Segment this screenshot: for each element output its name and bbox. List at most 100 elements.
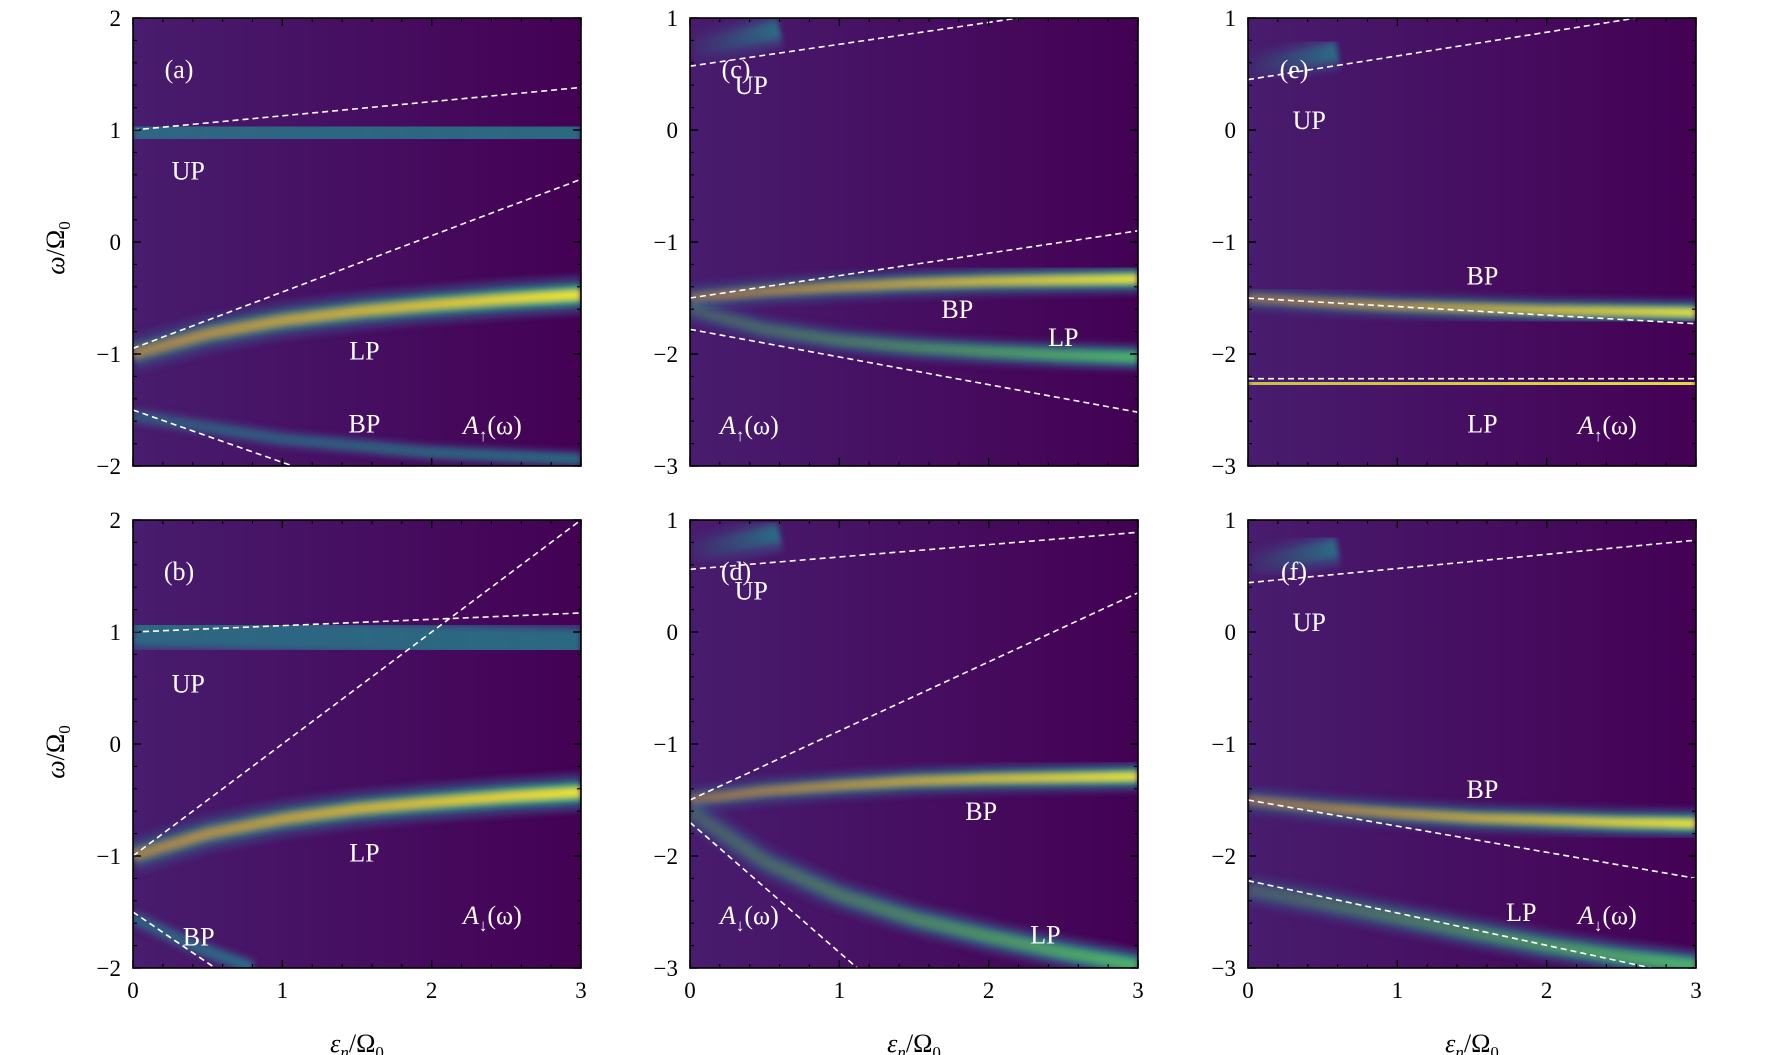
band-label-up: UP bbox=[172, 156, 205, 185]
band-label-lp: LP bbox=[349, 337, 379, 366]
band-lp bbox=[690, 295, 1138, 372]
panel-d: UP BP LP (d) A↓(ω) 0 1 2 3 1 0 −1 −2 −3 bbox=[654, 508, 1144, 1003]
y-tick-label: 2 bbox=[110, 508, 122, 533]
guide-line bbox=[133, 409, 294, 466]
y-tick-label: 1 bbox=[1225, 6, 1237, 31]
guide-line bbox=[133, 612, 581, 633]
band-lp bbox=[1248, 873, 1696, 968]
x-tick-label: 1 bbox=[1392, 978, 1404, 1003]
y-tick-label: −2 bbox=[654, 342, 678, 367]
band-up bbox=[133, 105, 581, 161]
band-label-bp: BP bbox=[941, 295, 973, 324]
y-tick-label: −1 bbox=[654, 732, 678, 757]
y-tick-label: −2 bbox=[97, 454, 121, 479]
y-tick-label: 0 bbox=[110, 732, 122, 757]
y-tick-label: 1 bbox=[667, 6, 679, 31]
y-tick-label: −3 bbox=[1212, 956, 1236, 981]
y-tick-label: 1 bbox=[110, 118, 122, 143]
band-label-up: UP bbox=[172, 670, 205, 699]
x-tick-label: 1 bbox=[277, 978, 289, 1003]
panel-label: (b) bbox=[164, 557, 194, 586]
band-up bbox=[1248, 33, 1341, 87]
guide-line bbox=[690, 18, 1019, 67]
band-label-lp: LP bbox=[1048, 323, 1078, 352]
y-tick-label: 1 bbox=[667, 508, 679, 533]
band-label-lp: LP bbox=[1030, 920, 1060, 949]
spectral-function-label: A↓(ω) bbox=[1576, 901, 1637, 935]
y-tick-label: −1 bbox=[654, 230, 678, 255]
x-tick-label: 3 bbox=[1690, 978, 1702, 1003]
x-tick-label: 0 bbox=[127, 978, 139, 1003]
band-bp bbox=[133, 909, 256, 968]
guide-line bbox=[1248, 297, 1696, 325]
y-tick-label: 2 bbox=[110, 6, 122, 31]
x-tick-label: 0 bbox=[1242, 978, 1254, 1003]
band-bp bbox=[133, 406, 581, 466]
band-label-up: UP bbox=[1293, 608, 1326, 637]
guide-line bbox=[1248, 799, 1696, 880]
band-lp bbox=[690, 797, 1138, 968]
x-tick-label: 3 bbox=[1132, 978, 1144, 1003]
y-tick-label: −3 bbox=[654, 956, 678, 981]
y-tick-label: 0 bbox=[667, 118, 679, 143]
y-tick-label: −1 bbox=[97, 844, 121, 869]
xlabel-col2: εn/Ω0 bbox=[887, 1029, 941, 1055]
x-tick-label: 0 bbox=[684, 978, 696, 1003]
y-tick-label: 0 bbox=[667, 620, 679, 645]
band-bp bbox=[690, 263, 1138, 314]
panel-label: (f) bbox=[1281, 557, 1307, 586]
ylabel-top: ω/Ω0 bbox=[41, 221, 74, 274]
heatmap-background bbox=[133, 520, 581, 968]
xlabel-col1: εn/Ω0 bbox=[330, 1029, 384, 1055]
band-label-bp: BP bbox=[349, 409, 381, 438]
guide-line bbox=[690, 230, 1138, 299]
guide-line bbox=[690, 821, 858, 968]
band-up bbox=[690, 18, 784, 67]
band-bp bbox=[1248, 784, 1696, 839]
guide-line bbox=[133, 86, 581, 131]
band-lp bbox=[133, 772, 581, 875]
guide-line bbox=[690, 531, 1138, 571]
panel-e: UP BP LP (e) A↑(ω) 1 0 −1 −2 −3 bbox=[1212, 6, 1697, 479]
band-label-up: UP bbox=[735, 71, 768, 100]
spectral-function-label: A↑(ω) bbox=[1576, 411, 1637, 445]
guide-line bbox=[1248, 539, 1696, 584]
y-tick-label: −2 bbox=[1212, 844, 1236, 869]
xlabel-col3: εn/Ω0 bbox=[1445, 1029, 1499, 1055]
y-tick-label: −1 bbox=[97, 342, 121, 367]
band-label-bp: BP bbox=[1467, 262, 1499, 291]
spectral-function-label: A↓(ω) bbox=[461, 901, 522, 935]
band-label-lp: LP bbox=[349, 839, 379, 868]
y-tick-label: −3 bbox=[654, 454, 678, 479]
band-label-bp: BP bbox=[183, 923, 215, 952]
y-tick-label: 1 bbox=[110, 620, 122, 645]
axis-titles: ω/Ω0 ω/Ω0 εn/Ω0 εn/Ω0 εn/Ω0 bbox=[41, 221, 1499, 1055]
panel-f: UP BP LP (f) A↓(ω) 0 1 2 3 1 0 −1 −2 −3 bbox=[1212, 508, 1702, 1003]
panel-b: UP LP BP (b) A↓(ω) 0 1 2 3 2 1 0 −1 −2 bbox=[97, 508, 587, 1003]
ylabel-bottom: ω/Ω0 bbox=[41, 725, 74, 778]
band-up bbox=[133, 605, 581, 671]
guide-line bbox=[1248, 879, 1652, 968]
band-label-bp: BP bbox=[1467, 775, 1499, 804]
y-tick-label: −1 bbox=[1212, 230, 1236, 255]
x-tick-label: 2 bbox=[1541, 978, 1553, 1003]
band-up bbox=[1248, 530, 1341, 583]
band-bp bbox=[690, 761, 1138, 816]
spectral-function-label: A↑(ω) bbox=[461, 411, 522, 445]
band-lp bbox=[133, 275, 581, 373]
heatmap-background bbox=[690, 18, 1138, 466]
panel-label: (d) bbox=[721, 557, 751, 586]
panel-label: (a) bbox=[165, 55, 194, 84]
spectral-function-label: A↑(ω) bbox=[718, 411, 779, 445]
panels: UP LP BP (a) A↑(ω) 2 1 0 −1 −2 UP LP BP (b) A↓(ω) 0 1 2 3 2… bbox=[97, 6, 1702, 1003]
guide-line bbox=[133, 911, 216, 968]
panel-label: (c) bbox=[722, 55, 751, 84]
guide-line bbox=[1248, 18, 1637, 81]
x-tick-label: 2 bbox=[983, 978, 995, 1003]
band-label-lp: LP bbox=[1506, 898, 1536, 927]
guide-line bbox=[690, 328, 1138, 414]
y-tick-label: 1 bbox=[1225, 508, 1237, 533]
y-tick-label: −2 bbox=[97, 956, 121, 981]
y-tick-label: 0 bbox=[1225, 620, 1237, 645]
